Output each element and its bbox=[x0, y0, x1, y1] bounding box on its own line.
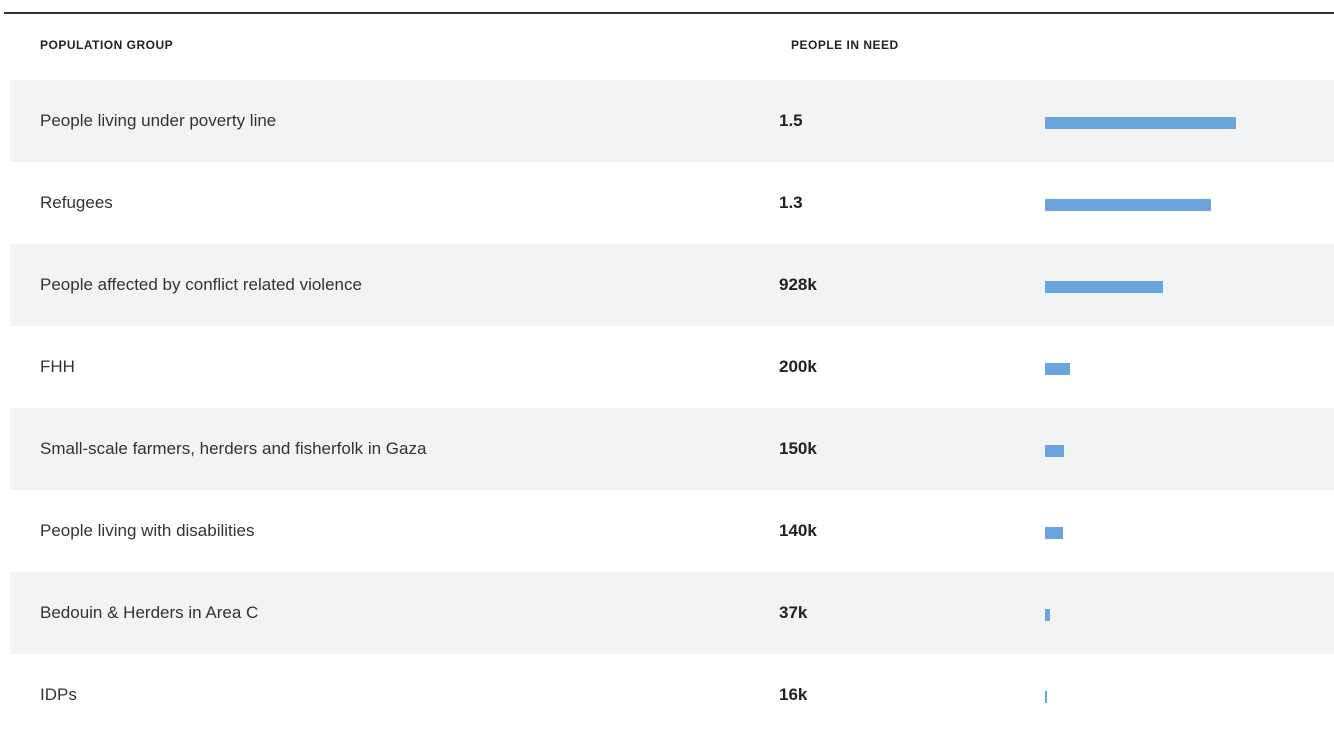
population-group: People living with disabilities bbox=[40, 521, 255, 540]
table-row: FHH 200k bbox=[10, 326, 1334, 408]
table-row: People living under poverty line 1.5 bbox=[10, 80, 1334, 162]
people-in-need: 150k bbox=[779, 439, 817, 458]
population-group: FHH bbox=[40, 357, 75, 376]
table-row: People affected by conflict related viol… bbox=[10, 244, 1334, 326]
people-in-need: 140k bbox=[779, 521, 817, 540]
table-row: Refugees 1.3 bbox=[10, 162, 1334, 244]
population-group: Small-scale farmers, herders and fisherf… bbox=[40, 439, 427, 458]
bar bbox=[1045, 363, 1071, 375]
table-row: Small-scale farmers, herders and fisherf… bbox=[10, 408, 1334, 490]
table-row: IDPs 16k bbox=[10, 654, 1334, 736]
table-row: People living with disabilities 140k bbox=[10, 490, 1334, 572]
column-header: POPULATION GROUP bbox=[40, 38, 174, 52]
population-group: People affected by conflict related viol… bbox=[40, 275, 362, 294]
population-group: Bedouin & Herders in Area C bbox=[40, 603, 259, 622]
bar bbox=[1045, 609, 1050, 621]
top-rule bbox=[4, 12, 1334, 14]
people-in-need: 16k bbox=[779, 685, 808, 704]
bar bbox=[1045, 281, 1164, 293]
table-row: Bedouin & Herders in Area C 37k bbox=[10, 572, 1334, 654]
people-in-need: 200k bbox=[779, 357, 817, 376]
bar bbox=[1045, 445, 1065, 457]
people-in-need: 928k bbox=[779, 275, 817, 294]
bar bbox=[1045, 527, 1063, 539]
people-in-need: 37k bbox=[779, 603, 808, 622]
bar bbox=[1045, 199, 1211, 211]
population-group: IDPs bbox=[40, 685, 77, 704]
bar bbox=[1045, 691, 1048, 703]
people-in-need: 1.5 bbox=[779, 111, 803, 130]
people-in-need: 1.3 bbox=[779, 193, 803, 212]
column-header: PEOPLE IN NEED bbox=[791, 38, 899, 52]
population-group: People living under poverty line bbox=[40, 111, 277, 130]
population-group: Refugees bbox=[40, 193, 113, 212]
bar bbox=[1045, 117, 1236, 129]
